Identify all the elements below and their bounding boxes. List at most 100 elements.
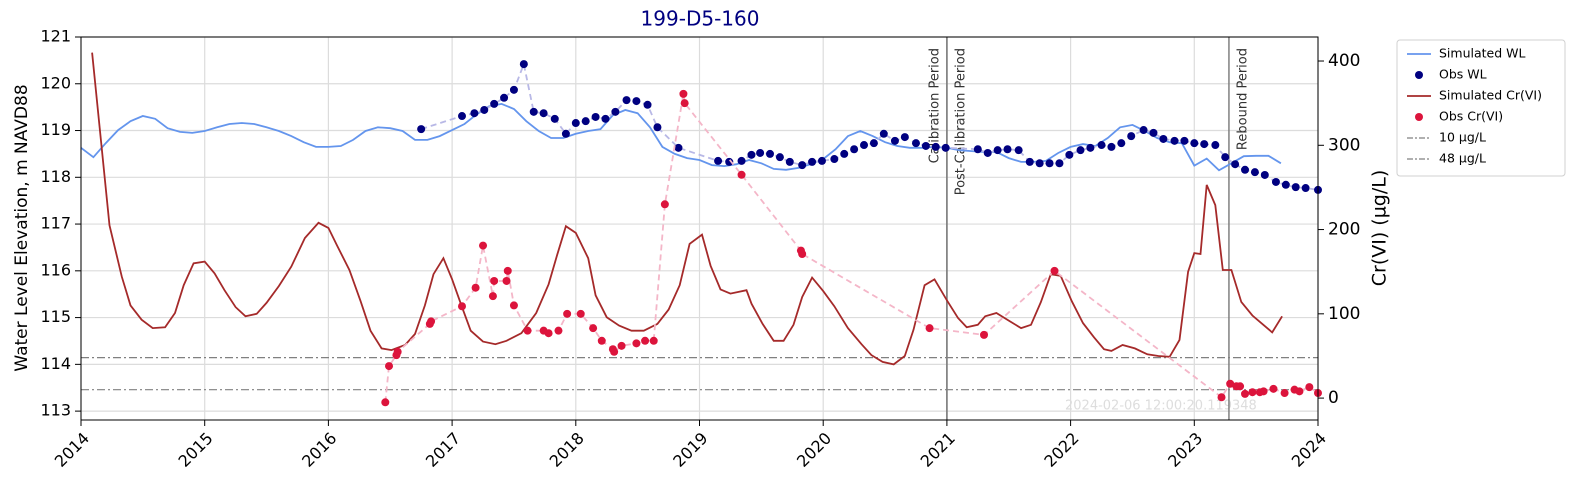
data-point — [480, 105, 489, 114]
data-point — [860, 141, 869, 150]
data-point — [1065, 150, 1074, 159]
data-point — [1259, 387, 1268, 396]
data-point — [1107, 142, 1116, 151]
data-point — [649, 336, 658, 345]
data-point — [1280, 389, 1289, 398]
data-point — [1086, 143, 1095, 152]
legend-label: Simulated WL — [1439, 46, 1525, 61]
data-point — [571, 119, 580, 128]
y-tick-label: 117 — [40, 214, 71, 233]
x-tick-label: 2014 — [51, 429, 93, 471]
data-point — [1035, 159, 1044, 168]
x-tick-label: 2020 — [793, 429, 835, 471]
data-point — [869, 139, 878, 148]
data-point — [1055, 159, 1064, 168]
data-point — [674, 143, 683, 152]
data-point — [632, 339, 641, 348]
data-point — [550, 114, 559, 123]
data-point — [941, 143, 950, 152]
data-point — [1271, 177, 1280, 186]
data-point — [980, 330, 989, 339]
data-point — [1180, 136, 1189, 145]
data-point — [1139, 126, 1148, 135]
data-point — [597, 336, 606, 345]
legend-swatch — [1415, 71, 1423, 79]
data-point — [503, 266, 512, 275]
data-point — [632, 97, 641, 106]
data-point — [611, 107, 620, 116]
data-point — [921, 141, 930, 150]
y2-axis-label: Cr(VI) (µg/L) — [1369, 170, 1391, 287]
data-point — [737, 156, 746, 165]
data-point — [840, 149, 849, 158]
data-point — [1236, 382, 1245, 391]
data-point — [993, 146, 1002, 155]
data-point — [798, 249, 807, 258]
data-point — [523, 326, 532, 335]
data-point — [714, 156, 723, 165]
data-point — [1241, 165, 1250, 174]
x-tick-label: 2017 — [422, 429, 464, 471]
legend-label: Obs Cr(VI) — [1439, 109, 1503, 124]
data-point — [591, 112, 600, 121]
data-point — [1076, 146, 1085, 155]
data-point — [911, 139, 920, 148]
data-point — [1200, 140, 1209, 149]
data-point — [725, 157, 734, 166]
data-point — [1241, 389, 1250, 398]
data-point — [1250, 168, 1259, 177]
data-point — [519, 60, 528, 69]
data-point — [817, 156, 826, 165]
x-tick-label: 2016 — [298, 429, 340, 471]
data-point — [601, 114, 610, 123]
data-point — [490, 276, 499, 285]
chart-title: 199-D5-160 — [641, 7, 760, 31]
data-point — [1295, 387, 1304, 396]
data-point — [1281, 180, 1290, 189]
legend-label: 48 µg/L — [1439, 151, 1486, 166]
data-point — [381, 398, 390, 407]
y-tick-label: 120 — [40, 73, 71, 92]
data-point — [679, 89, 688, 98]
data-point — [1170, 136, 1179, 145]
y-tick-label: 116 — [40, 260, 71, 279]
data-point — [589, 324, 598, 333]
data-point — [653, 123, 662, 132]
data-point — [393, 347, 402, 356]
series-line — [80, 102, 1282, 172]
data-point — [471, 283, 480, 292]
plot-frame — [80, 36, 1319, 421]
data-point — [766, 149, 775, 158]
y-tick-label: 114 — [40, 354, 71, 373]
data-point — [490, 99, 499, 108]
x-tick-label: 2022 — [1040, 429, 1082, 471]
data-point — [1211, 141, 1220, 150]
y2-tick-label: 300 — [1328, 135, 1360, 155]
y-tick-label: 115 — [40, 307, 71, 326]
legend-label: Obs WL — [1439, 67, 1487, 82]
y2-tick-label: 100 — [1328, 304, 1360, 324]
data-point — [680, 99, 689, 108]
data-point — [561, 129, 570, 138]
y2-tick-label: 400 — [1328, 51, 1360, 71]
data-point — [660, 200, 669, 209]
data-point — [539, 109, 548, 118]
data-point — [1248, 388, 1257, 397]
data-point — [1159, 134, 1168, 143]
data-point — [1045, 159, 1054, 168]
y-tick-label: 118 — [40, 167, 71, 186]
data-point — [931, 142, 940, 151]
series-line — [91, 52, 1283, 366]
y-tick-label: 113 — [40, 401, 71, 420]
data-point — [808, 157, 817, 166]
data-point — [610, 347, 619, 356]
data-point — [617, 341, 626, 350]
data-point — [775, 153, 784, 162]
data-point — [1305, 383, 1314, 392]
watermark: 2024-02-06 12:00:20.119348 — [1065, 399, 1257, 414]
data-point — [417, 125, 426, 134]
data-point — [1097, 141, 1106, 150]
y-tick-label: 119 — [40, 120, 71, 139]
data-point — [529, 107, 538, 116]
